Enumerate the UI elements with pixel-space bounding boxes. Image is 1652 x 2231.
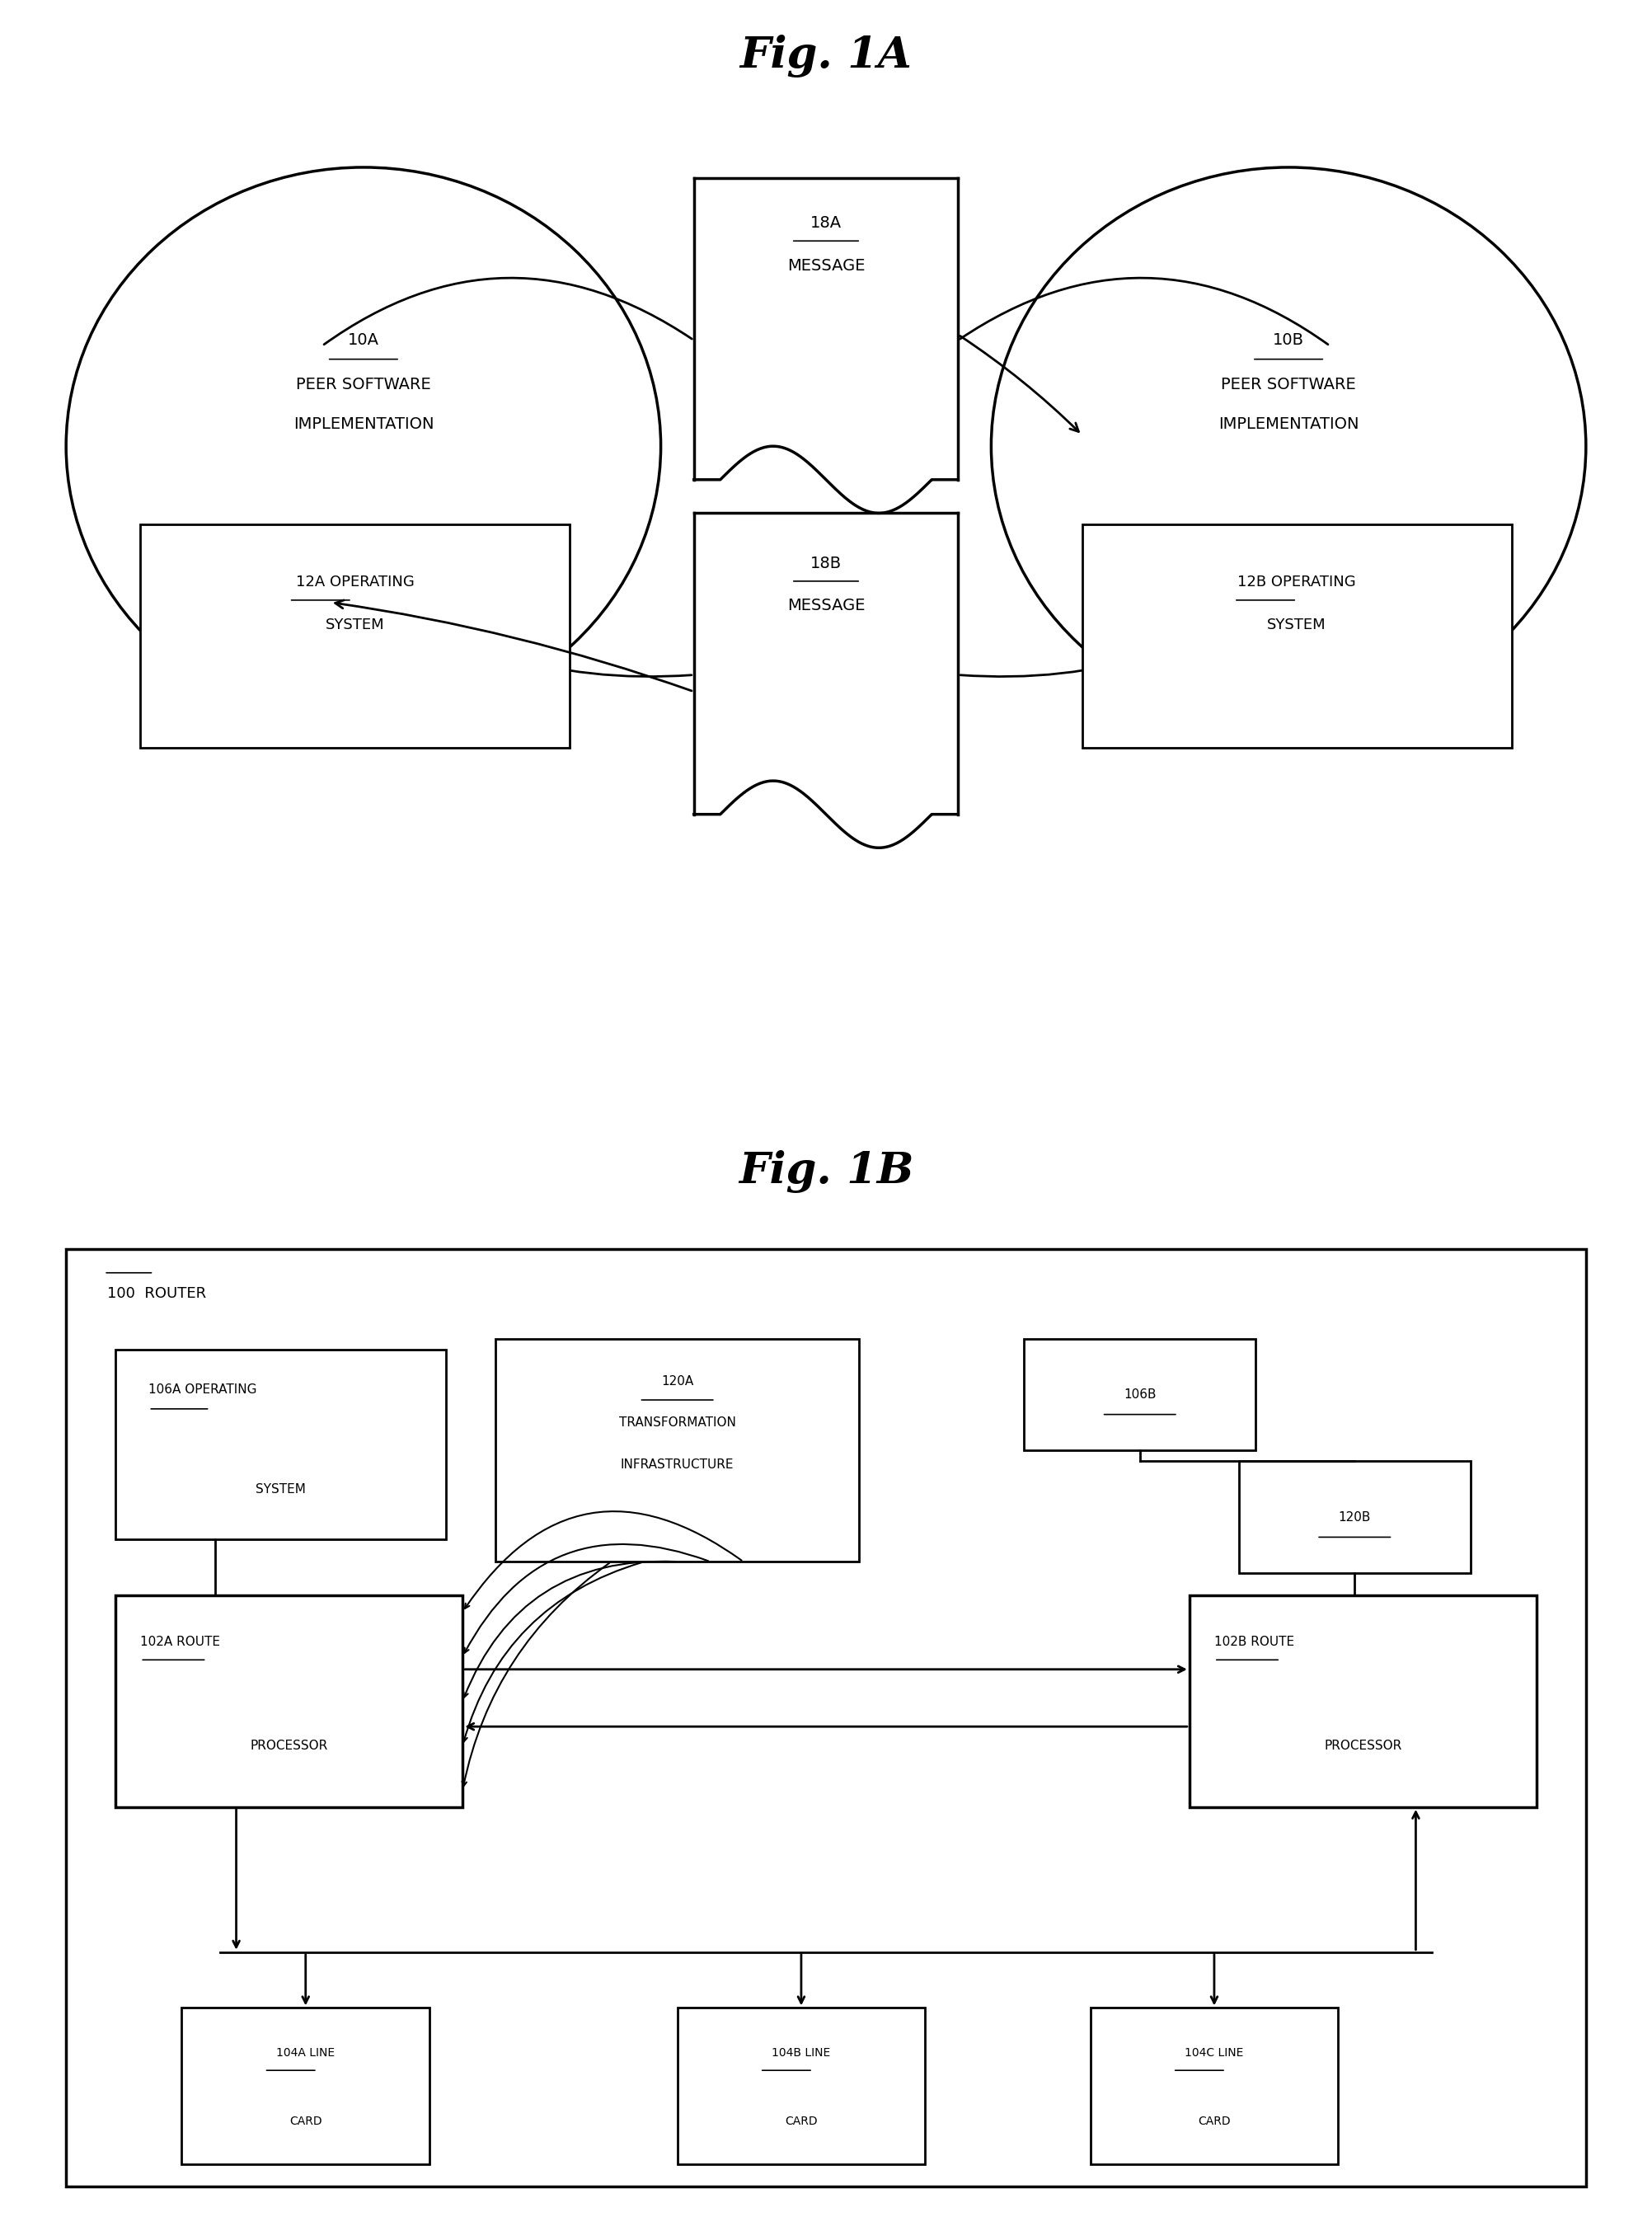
Text: 120B: 120B [1338, 1510, 1371, 1524]
FancyBboxPatch shape [496, 1339, 859, 1562]
Text: MESSAGE: MESSAGE [786, 257, 866, 274]
Text: 12A OPERATING: 12A OPERATING [296, 576, 415, 589]
Text: INFRASTRUCTURE: INFRASTRUCTURE [621, 1459, 733, 1470]
Text: Fig. 1A: Fig. 1A [740, 33, 912, 78]
Text: CARD: CARD [289, 2115, 322, 2128]
Text: CARD: CARD [785, 2115, 818, 2128]
Text: 12B OPERATING: 12B OPERATING [1237, 576, 1356, 589]
FancyBboxPatch shape [1024, 1339, 1256, 1450]
Text: 10B: 10B [1274, 332, 1303, 348]
Text: PEER SOFTWARE: PEER SOFTWARE [1221, 377, 1356, 393]
FancyBboxPatch shape [116, 1350, 446, 1539]
Text: 100  ROUTER: 100 ROUTER [107, 1287, 206, 1301]
FancyBboxPatch shape [1239, 1461, 1470, 1573]
Ellipse shape [991, 167, 1586, 725]
Text: 102B ROUTE: 102B ROUTE [1214, 1635, 1294, 1649]
FancyBboxPatch shape [140, 524, 570, 747]
Text: SYSTEM: SYSTEM [1267, 618, 1327, 631]
Text: 102A ROUTE: 102A ROUTE [140, 1635, 220, 1649]
FancyBboxPatch shape [66, 1249, 1586, 2186]
FancyBboxPatch shape [677, 2008, 925, 2164]
Text: PEER SOFTWARE: PEER SOFTWARE [296, 377, 431, 393]
Text: 106A OPERATING: 106A OPERATING [149, 1383, 258, 1397]
Text: SYSTEM: SYSTEM [256, 1484, 306, 1495]
Text: 120A: 120A [661, 1374, 694, 1388]
Text: 104A LINE: 104A LINE [276, 2046, 335, 2059]
FancyBboxPatch shape [182, 2008, 430, 2164]
Text: MESSAGE: MESSAGE [786, 598, 866, 614]
FancyBboxPatch shape [1082, 524, 1512, 747]
Text: SYSTEM: SYSTEM [325, 618, 385, 631]
Text: IMPLEMENTATION: IMPLEMENTATION [1218, 415, 1360, 433]
Text: IMPLEMENTATION: IMPLEMENTATION [292, 415, 434, 433]
Text: PROCESSOR: PROCESSOR [1323, 1740, 1403, 1751]
FancyBboxPatch shape [1189, 1595, 1536, 1807]
Text: CARD: CARD [1198, 2115, 1231, 2128]
Text: 104C LINE: 104C LINE [1184, 2046, 1244, 2059]
Text: Fig. 1B: Fig. 1B [738, 1149, 914, 1194]
Polygon shape [694, 513, 958, 814]
Ellipse shape [66, 167, 661, 725]
Text: PROCESSOR: PROCESSOR [249, 1740, 329, 1751]
Polygon shape [694, 178, 958, 480]
FancyBboxPatch shape [1090, 2008, 1338, 2164]
Text: TRANSFORMATION: TRANSFORMATION [620, 1417, 735, 1428]
Text: 104B LINE: 104B LINE [771, 2046, 831, 2059]
Text: 106B: 106B [1123, 1388, 1156, 1401]
Text: 18A: 18A [809, 214, 843, 232]
Text: 18B: 18B [809, 556, 843, 571]
Text: 10A: 10A [349, 332, 378, 348]
FancyBboxPatch shape [116, 1595, 463, 1807]
